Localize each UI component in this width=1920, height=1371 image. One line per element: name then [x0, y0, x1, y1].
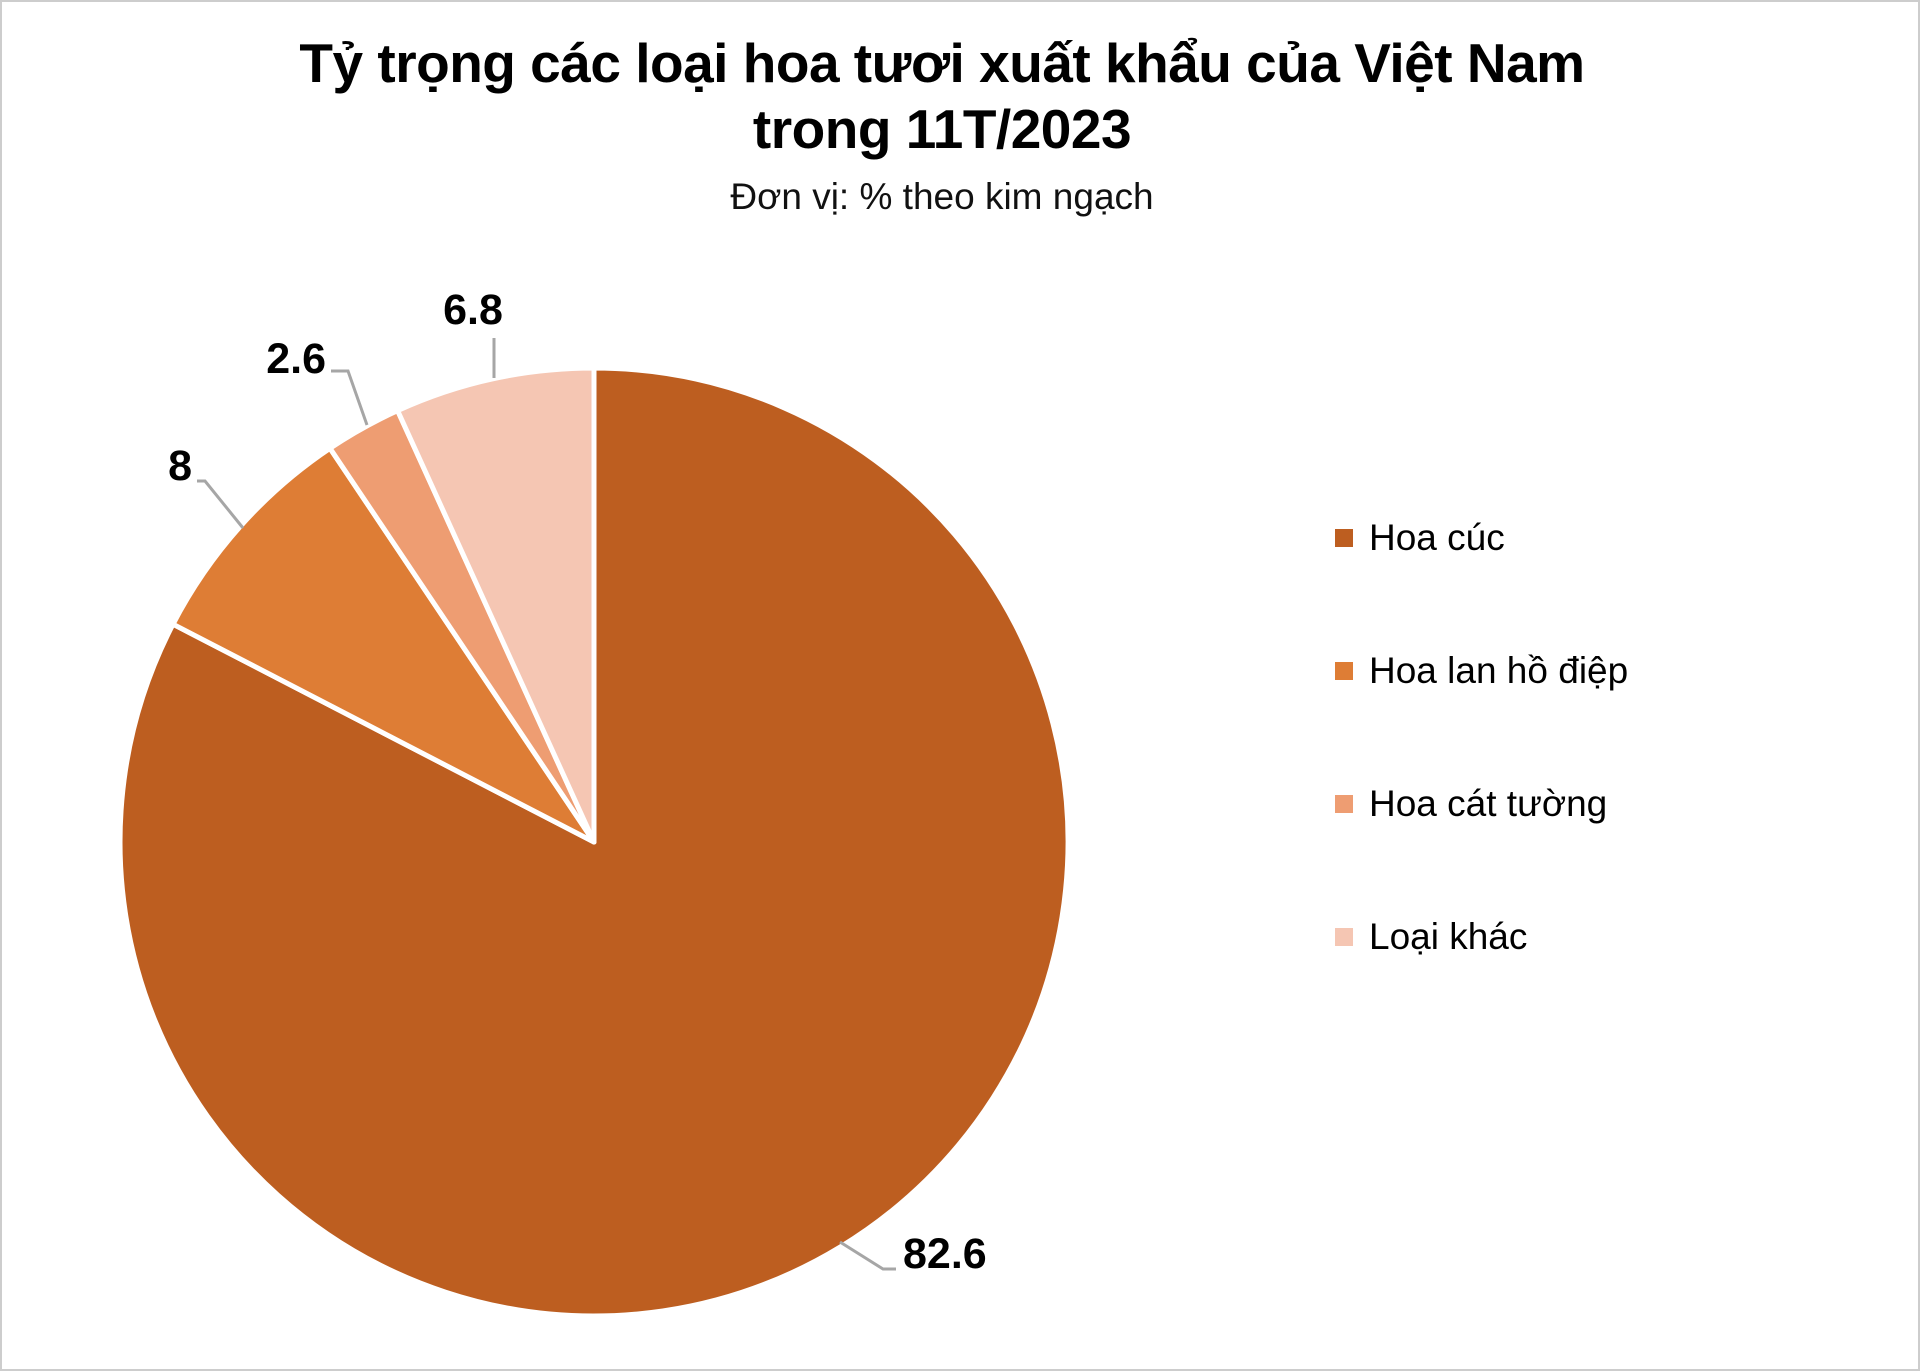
data-label-2: 2.6 [266, 335, 326, 383]
leader-line-1 [197, 479, 245, 529]
data-label-1: 8 [168, 442, 192, 490]
chart-header: Tỷ trọng các loại hoa tươi xuất khẩu của… [22, 30, 1862, 218]
legend-marker-icon [1335, 661, 1353, 680]
pie-slice-3 [395, 365, 597, 845]
legend-marker-icon [1335, 794, 1353, 813]
legend-item-1: Hoa lan hồ điệp [1335, 604, 1895, 737]
chart-title-line2: trong 11T/2023 [752, 98, 1132, 160]
legend-label: Hoa lan hồ điệp [1369, 649, 1629, 691]
legend-label: Loại khác [1369, 915, 1528, 957]
legend-label: Hoa cúc [1369, 516, 1505, 558]
legend-marker-icon [1335, 927, 1353, 946]
data-label-3: 6.8 [443, 286, 503, 334]
legend-item-2: Hoa cát tường [1335, 737, 1895, 870]
leader-line-2 [331, 369, 369, 426]
chart-title-line1: Tỷ trọng các loại hoa tươi xuất khẩu của… [299, 32, 1585, 94]
chart-unit-subtitle: Đơn vị: % theo kim ngạch [730, 176, 1154, 217]
legend-marker-icon [1335, 528, 1353, 547]
leader-line-0 [839, 1240, 896, 1271]
legend-item-3: Loại khác [1335, 870, 1895, 1003]
data-label-0: 82.6 [903, 1230, 987, 1278]
legend-label: Hoa cát tường [1369, 782, 1608, 824]
legend-item-0: Hoa cúc [1335, 471, 1895, 604]
chart-legend: Hoa cúc Hoa lan hồ điệp Hoa cát tường Loại … [1335, 471, 1895, 1003]
